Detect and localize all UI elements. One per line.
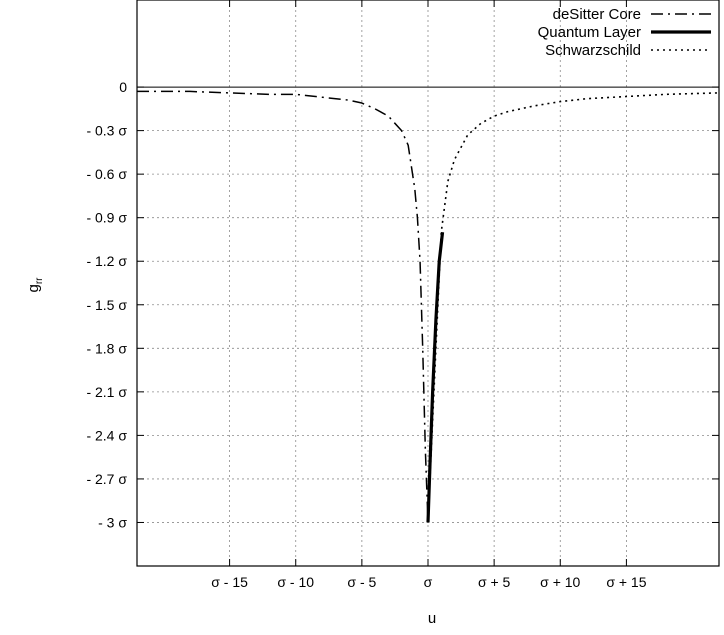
y-axis-title-sub: rr: [34, 277, 45, 284]
x-tick-label-2: σ - 5: [347, 574, 376, 590]
tick-layer: σ - 15 σ - 10 σ - 5 σ σ + 5 σ + 10 σ + 15 0 - 0.…: [86, 0, 719, 590]
x-tick-label-6: σ + 15: [606, 574, 646, 590]
x-tick-label-1: σ - 10: [277, 574, 314, 590]
series-line-desitter-core: [137, 90, 429, 523]
grid-layer: [137, 0, 719, 566]
y-tick-label-7: - 2.1 σ: [86, 384, 127, 400]
y-axis-title-main: g: [25, 284, 42, 292]
x-axis-title: u: [428, 610, 436, 627]
series-layer: [137, 90, 720, 523]
y-axis-title: grr: [25, 277, 45, 293]
y-tick-label-5: - 1.5 σ: [86, 297, 127, 313]
legend-label-schwarzschild: Schwarzschild: [545, 42, 641, 59]
x-tick-label-3: σ: [424, 574, 433, 590]
y-tick-label-6: - 1.8 σ: [86, 340, 127, 356]
y-tick-label-4: - 1.2 σ: [86, 253, 127, 269]
y-tick-label-10: - 3 σ: [98, 514, 127, 530]
y-tick-label-2: - 0.6 σ: [86, 166, 127, 182]
y-tick-label-3: - 0.9 σ: [86, 210, 127, 226]
y-tick-label-0: 0: [119, 79, 127, 95]
x-tick-label-0: σ - 15: [211, 574, 248, 590]
x-tick-label-5: σ + 10: [540, 574, 580, 590]
legend-label-desitter-core: deSitter Core: [553, 6, 641, 23]
x-tick-label-4: σ + 5: [478, 574, 511, 590]
y-tick-label-9: - 2.7 σ: [86, 471, 127, 487]
y-tick-label-8: - 2.4 σ: [86, 427, 127, 443]
y-tick-label-1: - 0.3 σ: [86, 123, 127, 139]
legend-label-quantum-layer: Quantum Layer: [538, 24, 641, 41]
series-line-schwarzschild: [427, 92, 720, 523]
